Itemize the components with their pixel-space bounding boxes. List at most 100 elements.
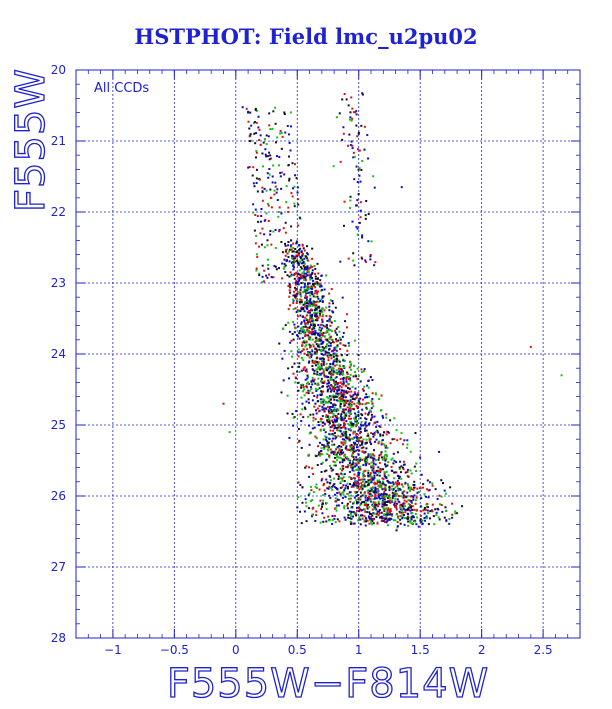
data-point: [291, 162, 294, 165]
data-point: [342, 484, 345, 487]
data-point: [427, 489, 430, 492]
data-point: [348, 436, 351, 439]
data-point: [299, 275, 302, 278]
data-point: [356, 462, 359, 465]
data-point: [342, 408, 345, 411]
data-point: [296, 260, 299, 263]
data-point: [393, 459, 396, 462]
y-tick-label: 23: [51, 276, 66, 290]
data-point: [419, 519, 422, 522]
data-point: [370, 240, 373, 243]
data-point: [329, 448, 332, 451]
data-point: [299, 257, 302, 260]
data-point: [361, 458, 364, 461]
data-point: [303, 329, 306, 332]
data-point: [334, 521, 337, 524]
data-point: [309, 276, 312, 279]
data-point: [395, 508, 398, 511]
data-point: [349, 373, 352, 376]
data-point: [329, 342, 332, 345]
data-point: [327, 409, 330, 412]
data-point: [331, 437, 334, 440]
data-point: [298, 277, 301, 280]
data-point: [290, 350, 293, 353]
data-point: [378, 508, 381, 511]
data-point: [338, 491, 341, 494]
data-point: [307, 493, 310, 496]
data-point: [380, 493, 383, 496]
data-point: [379, 497, 382, 500]
data-point: [383, 516, 386, 519]
data-point: [424, 519, 427, 522]
data-point: [299, 277, 302, 280]
data-point: [312, 322, 315, 325]
data-point: [373, 422, 376, 425]
data-point: [406, 512, 409, 515]
data-point: [397, 517, 400, 520]
data-point: [335, 360, 338, 363]
data-point: [337, 408, 340, 411]
data-point: [364, 469, 367, 472]
data-point: [381, 414, 384, 417]
data-point: [343, 399, 346, 402]
data-point: [310, 489, 313, 492]
data-point: [373, 433, 376, 436]
data-point: [419, 456, 422, 459]
data-point: [365, 457, 368, 460]
data-point: [370, 475, 373, 478]
data-point: [268, 151, 271, 154]
data-point: [384, 459, 387, 462]
data-point: [338, 112, 341, 115]
data-point: [343, 505, 346, 508]
data-point: [307, 392, 310, 395]
data-point: [348, 438, 351, 441]
data-point: [364, 499, 367, 502]
data-point: [308, 320, 311, 323]
data-point: [381, 505, 384, 508]
data-point: [308, 475, 311, 478]
data-point: [363, 370, 366, 373]
data-point: [358, 432, 361, 435]
data-point: [400, 511, 403, 514]
data-point: [305, 340, 308, 343]
data-point: [295, 279, 298, 282]
data-point: [330, 376, 333, 379]
data-point: [269, 233, 272, 236]
data-point: [259, 134, 262, 137]
data-point: [357, 468, 360, 471]
data-point: [291, 366, 294, 369]
data-point: [351, 401, 354, 404]
data-point: [298, 330, 301, 333]
data-point: [384, 489, 387, 492]
data-point: [332, 341, 335, 344]
data-point: [262, 280, 265, 283]
data-point: [327, 418, 330, 421]
data-point: [278, 228, 281, 231]
data-point: [331, 488, 334, 491]
data-point: [272, 164, 275, 167]
data-point: [298, 337, 301, 340]
data-point: [379, 516, 382, 519]
data-point: [335, 448, 338, 451]
data-point: [353, 501, 356, 504]
data-point: [362, 424, 365, 427]
data-point: [366, 384, 369, 387]
data-point: [361, 480, 364, 483]
data-point: [340, 391, 343, 394]
data-point: [317, 363, 320, 366]
data-point: [432, 515, 435, 518]
data-point: [304, 331, 307, 334]
data-point: [382, 431, 385, 434]
data-point: [345, 445, 348, 448]
data-point: [346, 349, 349, 352]
data-point: [378, 486, 381, 489]
data-point: [451, 513, 454, 516]
data-point: [312, 327, 315, 330]
data-point: [411, 508, 414, 511]
data-point: [410, 518, 413, 521]
data-point: [357, 429, 360, 432]
data-point: [330, 385, 333, 388]
data-point: [344, 427, 347, 430]
data-point: [386, 455, 389, 458]
data-point: [335, 116, 338, 119]
